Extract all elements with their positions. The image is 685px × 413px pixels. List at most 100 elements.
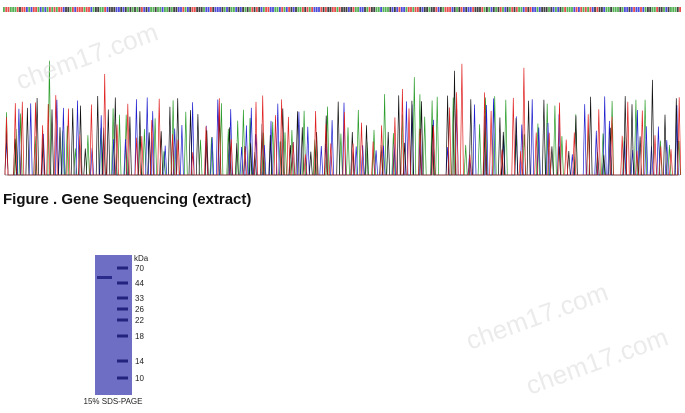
- base-glyph: [212, 7, 215, 12]
- base-glyph: [145, 7, 148, 12]
- base-glyph: [552, 7, 555, 12]
- base-glyph: [412, 7, 415, 12]
- base-glyph: [667, 7, 670, 12]
- base-glyph: [299, 7, 302, 12]
- base-glyph: [463, 7, 465, 12]
- base-glyph: [458, 7, 461, 12]
- base-glyph: [14, 7, 17, 12]
- base-glyph: [249, 7, 251, 12]
- base-glyph: [318, 7, 320, 12]
- base-glyph: [566, 7, 569, 12]
- base-glyph: [304, 7, 307, 12]
- base-glyph: [435, 7, 438, 12]
- base-glyph: [341, 7, 343, 12]
- base-glyph: [306, 7, 309, 12]
- base-glyph: [39, 7, 42, 12]
- base-glyph: [292, 7, 295, 12]
- base-glyph: [536, 7, 539, 12]
- base-glyph: [444, 7, 447, 12]
- base-glyph: [281, 7, 284, 12]
- base-glyph: [74, 7, 77, 12]
- base-glyph: [628, 7, 631, 12]
- base-glyph: [532, 7, 534, 12]
- base-glyph: [656, 7, 658, 12]
- base-glyph: [446, 7, 449, 12]
- base-glyph: [423, 7, 426, 12]
- base-glyph: [244, 7, 247, 12]
- base-glyph: [108, 7, 111, 12]
- base-glyph: [617, 7, 619, 12]
- base-glyph: [419, 7, 422, 12]
- base-glyph: [400, 7, 403, 12]
- base-glyph: [571, 7, 573, 12]
- marker-band: [117, 334, 128, 338]
- base-glyph: [621, 7, 624, 12]
- base-glyph: [279, 7, 281, 12]
- base-glyph: [612, 7, 615, 12]
- base-glyph: [83, 7, 86, 12]
- base-glyph: [154, 7, 157, 12]
- marker-band: [117, 376, 128, 380]
- base-glyph: [113, 7, 116, 12]
- base-glyph: [331, 7, 334, 12]
- base-glyph: [343, 7, 346, 12]
- base-glyph: [568, 7, 571, 12]
- base-glyph: [555, 7, 557, 12]
- base-glyph: [147, 7, 150, 12]
- base-glyph: [509, 7, 511, 12]
- base-glyph: [285, 7, 288, 12]
- base-glyph: [334, 7, 336, 12]
- base-glyph: [368, 7, 371, 12]
- base-glyph: [534, 7, 537, 12]
- base-glyph: [607, 7, 610, 12]
- base-glyph: [472, 7, 474, 12]
- base-glyph: [228, 7, 231, 12]
- base-glyph: [329, 7, 332, 12]
- base-glyph: [610, 7, 612, 12]
- base-glyph: [223, 7, 226, 12]
- trace: [4, 60, 681, 176]
- base-glyph: [65, 7, 67, 12]
- base-glyph: [387, 7, 389, 12]
- watermark: chem17.com: [462, 277, 612, 356]
- base-glyph: [522, 7, 525, 12]
- base-glyph: [460, 7, 463, 12]
- base-glyph: [511, 7, 514, 12]
- base-glyph: [649, 7, 652, 12]
- base-glyph: [658, 7, 661, 12]
- chromatogram: [4, 60, 682, 176]
- base-glyph: [440, 7, 442, 12]
- base-glyph: [640, 7, 642, 12]
- base-glyph: [30, 7, 33, 12]
- base-glyph: [465, 7, 468, 12]
- sequence-text-strip: [3, 7, 681, 12]
- base-glyph: [587, 7, 589, 12]
- base-glyph: [663, 7, 665, 12]
- base-glyph: [396, 7, 399, 12]
- base-glyph: [295, 7, 297, 12]
- marker-label: 33: [135, 294, 144, 303]
- base-glyph: [88, 7, 90, 12]
- base-glyph: [166, 7, 169, 12]
- base-glyph: [453, 7, 456, 12]
- base-glyph: [157, 7, 159, 12]
- marker-label: 14: [135, 357, 144, 366]
- base-glyph: [95, 7, 97, 12]
- base-glyph: [407, 7, 410, 12]
- base-glyph: [476, 7, 479, 12]
- base-glyph: [414, 7, 417, 12]
- base-glyph: [573, 7, 576, 12]
- base-glyph: [403, 7, 405, 12]
- base-glyph: [42, 7, 44, 12]
- base-glyph: [161, 7, 164, 12]
- base-glyph: [170, 7, 173, 12]
- base-glyph: [377, 7, 380, 12]
- base-glyph: [499, 7, 502, 12]
- base-glyph: [12, 7, 14, 12]
- base-glyph: [122, 7, 125, 12]
- base-glyph: [134, 7, 136, 12]
- base-glyph: [127, 7, 129, 12]
- base-glyph: [230, 7, 233, 12]
- base-glyph: [182, 7, 185, 12]
- base-glyph: [184, 7, 187, 12]
